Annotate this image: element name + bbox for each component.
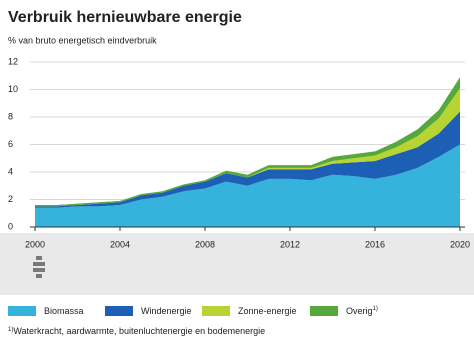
legend-swatch <box>202 306 230 316</box>
legend-name: Windenergie <box>141 306 192 316</box>
footnote-marker: 1) <box>8 327 13 333</box>
logo <box>33 256 45 278</box>
legend-swatch <box>105 306 133 316</box>
legend-label: Biomassa <box>44 306 84 316</box>
y-tick-label: 0 <box>8 221 13 231</box>
footnote: 1)Waterkracht, aardwarmte, buitenluchten… <box>8 326 265 336</box>
legend-label: Windenergie <box>141 306 192 316</box>
y-tick-label: 4 <box>8 166 13 176</box>
x-tick-label: 2004 <box>110 239 130 249</box>
legend-label: Zonne-energie <box>238 306 297 316</box>
chart-subtitle: % van bruto energetisch eindverbruik <box>8 35 157 45</box>
legend-swatch <box>8 306 36 316</box>
legend-swatch <box>310 306 338 316</box>
legend-name: Zonne-energie <box>238 306 297 316</box>
x-tick-label: 2012 <box>280 239 300 249</box>
x-tick-label: 2020 <box>450 239 470 249</box>
legend-name: Biomassa <box>44 306 84 316</box>
y-tick-label: 8 <box>8 111 13 121</box>
footnote-text: Waterkracht, aardwarmte, buitenluchtener… <box>13 326 265 336</box>
x-tick-label: 2000 <box>25 239 45 249</box>
x-tick-label: 2008 <box>195 239 215 249</box>
x-tick-label: 2016 <box>365 239 385 249</box>
chart-title: Verbruik hernieuwbare energie <box>8 9 242 26</box>
y-tick-label: 6 <box>8 139 13 149</box>
legend-name: Overig <box>346 306 373 316</box>
y-tick-label: 12 <box>8 56 18 66</box>
legend-label: Overig1) <box>346 306 378 317</box>
y-tick-label: 2 <box>8 194 13 204</box>
legend-note: 1) <box>373 306 378 312</box>
y-tick-label: 10 <box>8 84 18 94</box>
footer-band <box>0 233 474 295</box>
